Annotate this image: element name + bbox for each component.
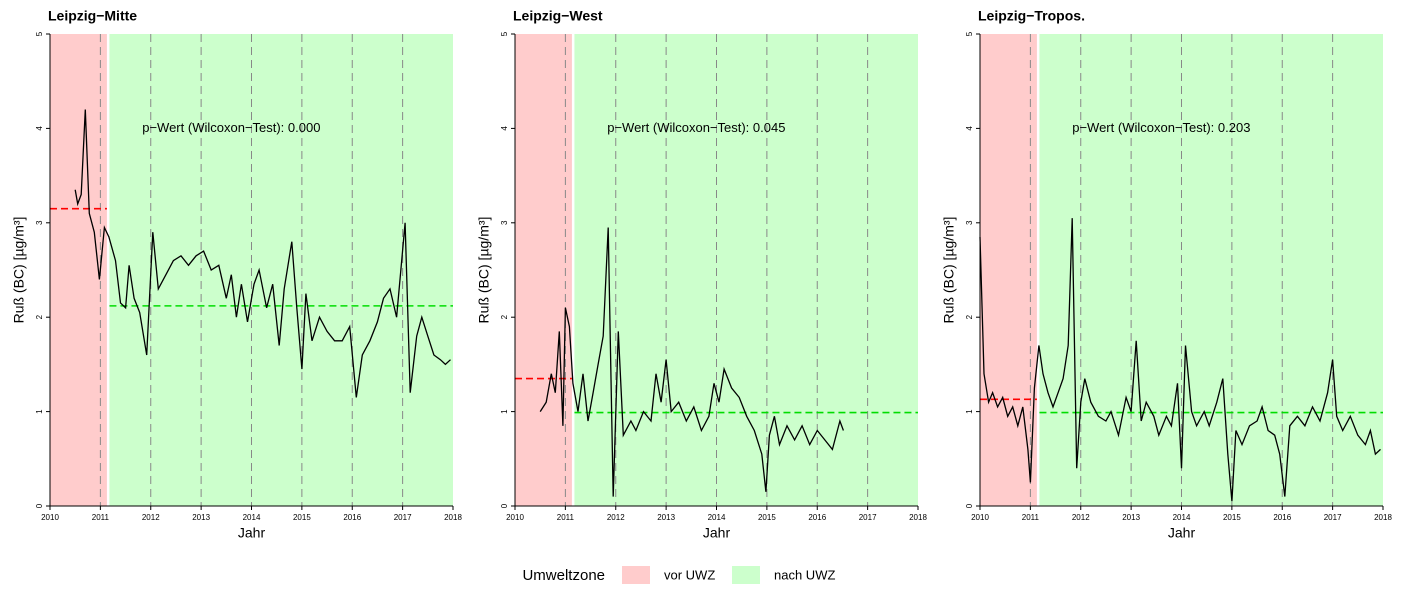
y-tick-label: 0 <box>965 503 974 508</box>
x-tick-label: 2018 <box>909 513 927 522</box>
chart-title: Leipzig−Mitte <box>48 8 137 24</box>
y-axis-label: Ruß (BC) [µg/m³] <box>11 217 27 324</box>
chart-title: Leipzig−Tropos. <box>978 8 1085 24</box>
y-tick-label: 3 <box>500 220 509 225</box>
data-line <box>539 227 845 497</box>
annotation: p−Wert (Wilcoxon−Test): 0.045 <box>607 120 785 135</box>
x-tick-label: 2014 <box>1173 513 1191 522</box>
legend-label: vor UWZ <box>664 567 715 582</box>
y-axis-label: Ruß (BC) [µg/m³] <box>476 217 492 324</box>
x-tick-label: 2016 <box>1273 513 1291 522</box>
period-region <box>109 34 453 506</box>
legend-swatch <box>732 566 760 586</box>
x-tick-label: 2011 <box>1022 513 1040 522</box>
y-tick-label: 3 <box>35 220 44 225</box>
legend-label: nach UWZ <box>774 567 835 582</box>
x-tick-label: 2016 <box>808 513 826 522</box>
x-tick-label: 2017 <box>859 513 877 522</box>
legend-swatch <box>622 566 650 586</box>
x-axis-label: Jahr <box>1168 525 1196 541</box>
x-tick-label: 2014 <box>243 513 261 522</box>
y-tick-label: 4 <box>500 126 509 131</box>
period-region <box>1039 34 1383 506</box>
legend-title: Umweltzone <box>522 567 605 584</box>
x-tick-label: 2011 <box>557 513 575 522</box>
x-tick-label: 2010 <box>971 513 989 522</box>
y-tick-label: 0 <box>500 503 509 508</box>
x-tick-label: 2012 <box>1072 513 1090 522</box>
y-tick-label: 0 <box>35 503 44 508</box>
x-tick-label: 2016 <box>343 513 361 522</box>
y-tick-label: 1 <box>965 409 974 414</box>
y-tick-label: 4 <box>965 126 974 131</box>
x-tick-label: 2013 <box>657 513 675 522</box>
x-tick-label: 2017 <box>1324 513 1342 522</box>
x-axis-label: Jahr <box>703 525 731 541</box>
x-tick-label: 2014 <box>708 513 726 522</box>
period-region <box>574 34 918 506</box>
x-axis-label: Jahr <box>238 525 266 541</box>
y-tick-label: 4 <box>35 126 44 131</box>
data-line <box>979 218 1381 502</box>
y-tick-label: 3 <box>965 220 974 225</box>
x-tick-label: 2010 <box>506 513 524 522</box>
data-line <box>74 109 451 398</box>
y-axis-label: Ruß (BC) [µg/m³] <box>941 217 957 324</box>
annotation: p−Wert (Wilcoxon−Test): 0.000 <box>142 120 320 135</box>
x-tick-label: 2015 <box>1223 513 1241 522</box>
x-tick-label: 2012 <box>142 513 160 522</box>
y-tick-label: 1 <box>500 409 509 414</box>
period-region <box>515 34 572 506</box>
y-tick-label: 5 <box>965 31 974 36</box>
x-tick-label: 2015 <box>293 513 311 522</box>
y-tick-label: 1 <box>35 409 44 414</box>
annotation: p−Wert (Wilcoxon−Test): 0.203 <box>1072 120 1250 135</box>
x-tick-label: 2013 <box>192 513 210 522</box>
y-tick-label: 2 <box>35 314 44 319</box>
x-tick-label: 2018 <box>1374 513 1392 522</box>
y-tick-label: 2 <box>500 314 509 319</box>
x-tick-label: 2013 <box>1122 513 1140 522</box>
y-tick-label: 5 <box>35 31 44 36</box>
period-region <box>50 34 107 506</box>
x-tick-label: 2011 <box>92 513 110 522</box>
x-tick-label: 2015 <box>758 513 776 522</box>
x-tick-label: 2010 <box>41 513 59 522</box>
y-tick-label: 2 <box>965 314 974 319</box>
x-tick-label: 2012 <box>607 513 625 522</box>
y-tick-label: 5 <box>500 31 509 36</box>
period-region <box>980 34 1037 506</box>
x-tick-label: 2017 <box>394 513 412 522</box>
chart-title: Leipzig−West <box>513 8 603 24</box>
x-tick-label: 2018 <box>444 513 462 522</box>
